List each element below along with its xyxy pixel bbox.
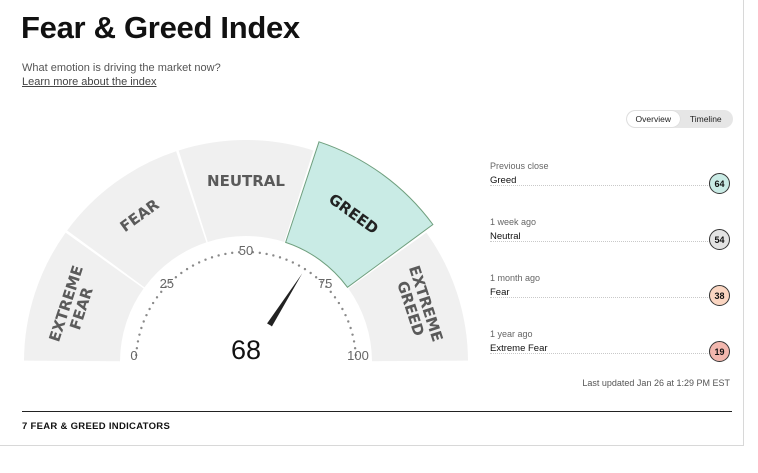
gauge-scale-dot [352, 340, 356, 343]
gauge-scale-dot [224, 252, 227, 256]
gauge-zone-neutral [178, 140, 314, 242]
gauge-scale-dot [185, 267, 189, 271]
learn-more-link[interactable]: Learn more about the index [22, 76, 157, 88]
history-when: 1 year ago [490, 329, 533, 339]
section-divider [22, 411, 732, 412]
gauge-scale-dot [329, 290, 332, 294]
gauge-scale-dot [291, 261, 295, 264]
gauge-scale-dot [135, 347, 139, 350]
gauge-scale-dot [180, 271, 183, 275]
gauge-scale-dot [155, 296, 159, 299]
gauge-scale-dot [341, 307, 344, 311]
gauge-zone-extreme-fear [24, 232, 144, 362]
dotted-leader [490, 353, 710, 354]
gauge-scale-dot [136, 340, 140, 343]
gauge-scale-dot [353, 347, 357, 350]
gauge-scale-dot [347, 320, 350, 323]
view-toggle: Overview Timeline [626, 110, 733, 128]
gauge-zone-fear [67, 151, 207, 288]
gauge-scale-dot [265, 252, 268, 256]
gauge-scale-dot [258, 251, 261, 255]
gauge-scale-dot [251, 251, 255, 254]
history-label: Extreme Fear [490, 343, 548, 354]
gauge-scale-dot [354, 353, 357, 357]
gauge-scale-dot [344, 313, 347, 317]
history-item: Previous close Greed 64 [490, 158, 732, 214]
indicators-heading[interactable]: 7 FEAR & GREED INDICATORS [22, 421, 171, 432]
history-label: Fear [490, 287, 510, 298]
last-updated: Last updated Jan 26 at 1:29 PM EST [582, 378, 730, 388]
gauge-scale-dot [314, 276, 318, 279]
history-item: 1 year ago Extreme Fear 19 [490, 326, 732, 382]
gauge-tick-label: 100 [347, 348, 369, 363]
history-when: 1 month ago [490, 273, 541, 283]
history-value-badge: 64 [709, 173, 730, 194]
gauge-scale-dot [285, 258, 288, 261]
gauge-tick-label: 50 [239, 243, 253, 258]
overview-tab[interactable]: Overview [627, 111, 680, 127]
gauge-scale-dot [309, 271, 312, 275]
gauge-scale-dot [151, 301, 155, 305]
gauge-scale-dot [278, 256, 282, 259]
gauge-scale-dot [333, 296, 337, 299]
gauge-scale-dot [174, 276, 178, 279]
gauge-scale-dot [142, 320, 145, 323]
gauge-scale-dot [204, 258, 207, 261]
page-title: Fear & Greed Index [21, 10, 300, 45]
gauge-scale-dot [217, 254, 220, 257]
gauge-scale-dot [351, 333, 354, 336]
gauge-zone-greed [285, 141, 434, 289]
gauge-zone-extreme-greed [348, 232, 468, 362]
gauge-scale-dot [320, 280, 323, 284]
history-label: Greed [490, 175, 517, 186]
page-frame [0, 0, 744, 446]
gauge-needle [259, 273, 303, 339]
gauge-tick-label: 0 [130, 348, 137, 363]
gauge-scale-dot [237, 251, 241, 254]
gauge-tick-label: 75 [318, 276, 332, 291]
gauge-scale-dot [324, 285, 328, 288]
timeline-tab[interactable]: Timeline [689, 114, 722, 124]
gauge-scale-dot [303, 267, 307, 271]
gauge-scale-dot [160, 290, 163, 294]
gauge-scale-dot [210, 256, 214, 259]
history-item: 1 month ago Fear 38 [490, 270, 732, 326]
dotted-leader [490, 185, 710, 186]
gauge-scale-dot [297, 264, 301, 267]
gauge-inner-disc [124, 240, 368, 370]
gauge-scale-dot [135, 353, 138, 357]
history-label: Neutral [490, 231, 521, 242]
history-value-badge: 38 [709, 285, 730, 306]
gauge-scale-dot [140, 326, 143, 330]
gauge-scale-dot [145, 313, 148, 317]
history-item: 1 week ago Neutral 54 [490, 214, 732, 270]
gauge-zone-label: NEUTRAL [207, 172, 285, 190]
gauge-scale-dot [148, 307, 151, 311]
page-subtitle: What emotion is driving the market now? [22, 62, 221, 74]
gauge-scale-dot [337, 301, 341, 305]
gauge-scale-dot [164, 285, 168, 288]
dotted-leader [490, 241, 710, 242]
history-when: Previous close [490, 161, 549, 171]
history-value-badge: 54 [709, 229, 730, 250]
history-when: 1 week ago [490, 217, 537, 227]
gauge-scale-dot [349, 326, 352, 330]
gauge-scale-dot [138, 333, 141, 336]
gauge-scale-dot [231, 251, 234, 255]
gauge-scale-dot [197, 261, 201, 264]
history-value-badge: 19 [709, 341, 730, 362]
history-list: Previous close Greed 64 1 week ago Neutr… [490, 158, 732, 382]
gauge-scale-dot [191, 264, 195, 267]
fear-greed-gauge: EXTREMEFEARFEARNEUTRALGREEDEXTREMEGREED … [24, 140, 468, 370]
dotted-leader [490, 297, 710, 298]
gauge-value: 68 [231, 335, 261, 365]
gauge-scale-dot [272, 254, 275, 257]
gauge-center-hub [202, 318, 290, 370]
gauge-tick-label: 25 [160, 276, 174, 291]
gauge-scale-dot [169, 280, 172, 284]
